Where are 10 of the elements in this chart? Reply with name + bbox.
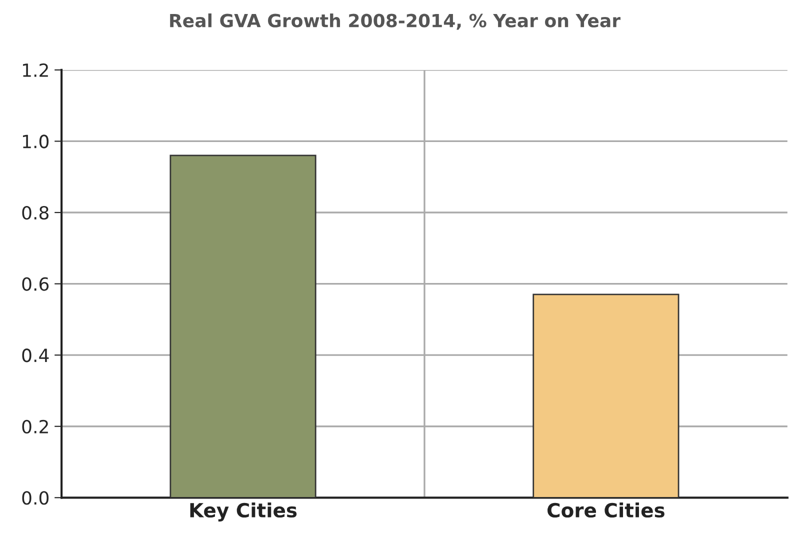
- x-tick-label: Core Cities: [548, 502, 664, 518]
- y-tick-label: 0.8: [22, 206, 48, 220]
- chart-title: Real GVA Growth 2008-2014, % Year on Year: [170, 13, 620, 30]
- y-tick-label: 0.0: [22, 491, 49, 505]
- y-tick-label: 0.4: [22, 348, 49, 362]
- y-tick-label: 1.0: [23, 134, 49, 148]
- x-tick-label: Key Cities: [190, 502, 297, 522]
- y-tick-label: 0.2: [22, 420, 48, 434]
- y-tick-label: 0.6: [22, 277, 49, 291]
- y-tick-label: 1.2: [23, 63, 48, 77]
